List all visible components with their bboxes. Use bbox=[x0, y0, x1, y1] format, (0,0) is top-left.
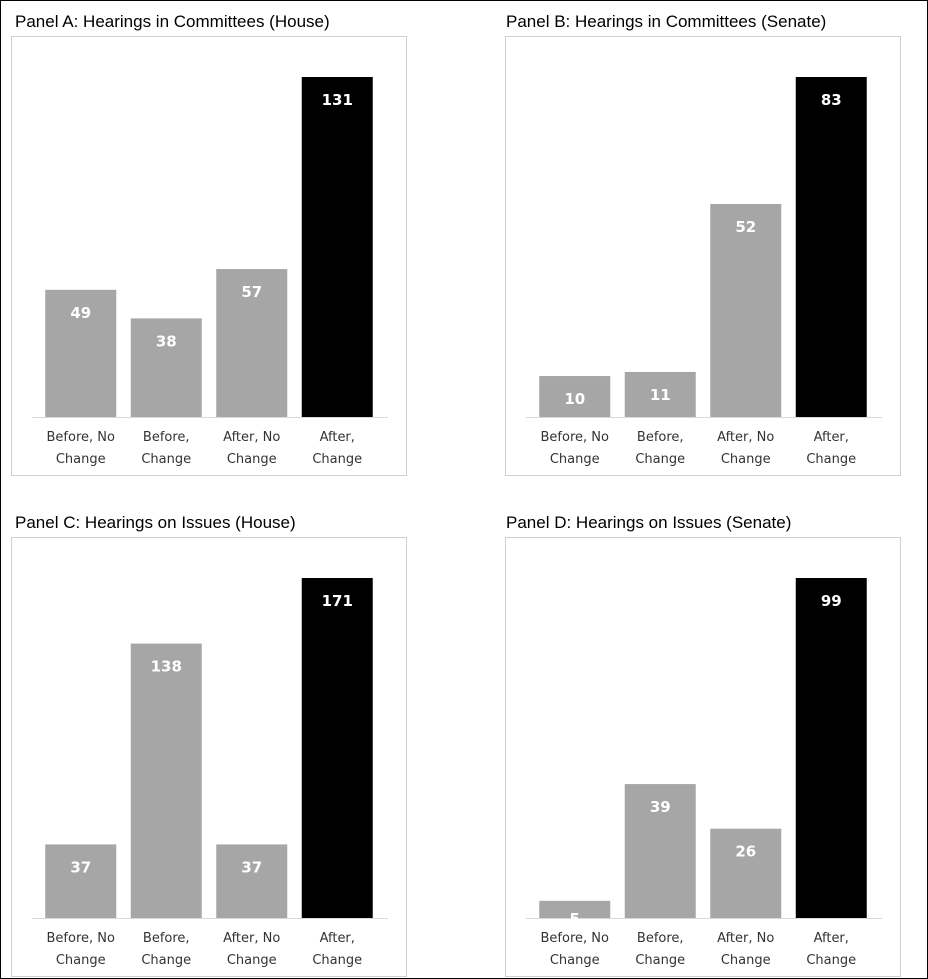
x-tick-label: Before, No bbox=[47, 430, 115, 445]
x-tick-label: Change bbox=[721, 953, 771, 968]
x-tick-label: Change bbox=[141, 953, 191, 968]
panel-a: Panel A: Hearings in Committees (House) … bbox=[11, 6, 441, 476]
panel-d: Panel D: Hearings on Issues (Senate) 5 Be… bbox=[505, 507, 928, 977]
panel-c-chart: 37 Before, No Change 138 Before, Change 37 Afte… bbox=[32, 578, 388, 968]
bar bbox=[45, 844, 117, 918]
panel-a-title: Panel A: Hearings in Committees (House) bbox=[15, 12, 330, 31]
x-tick-label: Before, bbox=[143, 931, 190, 946]
bar bbox=[130, 643, 202, 918]
x-tick-label: Change bbox=[721, 452, 771, 467]
bar bbox=[216, 844, 288, 918]
panel-b-chart: 10 Before, No Change 11 Before, Change 52 After… bbox=[526, 77, 882, 467]
x-tick-label: After, No bbox=[717, 430, 774, 445]
x-tick-label: Change bbox=[141, 452, 191, 467]
bar bbox=[539, 900, 611, 918]
bar bbox=[710, 828, 782, 918]
data-label: 171 bbox=[322, 592, 353, 610]
x-tick-label: After, bbox=[814, 931, 849, 946]
data-label: 57 bbox=[241, 283, 262, 301]
bar bbox=[45, 289, 117, 417]
x-tick-label: After, bbox=[320, 430, 355, 445]
x-tick-label: Before, No bbox=[541, 931, 609, 946]
panel-b-plot: 10 Before, No Change 11 Before, Change 52 After… bbox=[505, 36, 901, 476]
x-tick-label: Change bbox=[635, 953, 685, 968]
panel-c-title: Panel C: Hearings on Issues (House) bbox=[15, 513, 296, 532]
x-tick-label: Change bbox=[56, 452, 106, 467]
data-label: 99 bbox=[821, 592, 842, 610]
x-tick-label: After, No bbox=[223, 430, 280, 445]
data-label: 11 bbox=[650, 386, 671, 404]
data-label: 37 bbox=[70, 858, 91, 876]
x-tick-label: Change bbox=[227, 953, 277, 968]
data-label: 131 bbox=[322, 91, 353, 109]
x-tick-label: Before, No bbox=[541, 430, 609, 445]
data-label: 10 bbox=[564, 390, 585, 408]
data-label: 26 bbox=[735, 843, 756, 861]
x-tick-label: Change bbox=[635, 452, 685, 467]
bar bbox=[795, 77, 867, 417]
data-label: 138 bbox=[151, 658, 182, 676]
x-tick-label: Change bbox=[56, 953, 106, 968]
x-tick-label: After, bbox=[320, 931, 355, 946]
x-tick-label: Change bbox=[806, 452, 856, 467]
data-label: 39 bbox=[650, 798, 671, 816]
x-tick-label: Before, No bbox=[47, 931, 115, 946]
panel-d-title: Panel D: Hearings on Issues (Senate) bbox=[506, 513, 792, 532]
bar bbox=[539, 376, 611, 417]
x-tick-label: Before, bbox=[637, 931, 684, 946]
data-label: 37 bbox=[241, 858, 262, 876]
bar bbox=[624, 784, 696, 918]
panel-b-title: Panel B: Hearings in Committees (Senate) bbox=[506, 12, 827, 31]
bar bbox=[710, 203, 782, 417]
x-tick-label: Change bbox=[312, 953, 362, 968]
panel-d-chart: 5 Before, No Change 39 Before, Change 26 After,… bbox=[526, 578, 882, 968]
panel-c: Panel C: Hearings on Issues (House) 37 Be… bbox=[11, 507, 441, 977]
panel-b: Panel B: Hearings in Committees (Senate)… bbox=[505, 6, 928, 476]
bar bbox=[216, 269, 288, 417]
panel-d-plot: 5 Before, No Change 39 Before, Change 26 After,… bbox=[505, 537, 901, 977]
bar bbox=[130, 318, 202, 417]
x-tick-label: Before, bbox=[143, 430, 190, 445]
data-label: 5 bbox=[570, 910, 580, 928]
bar bbox=[624, 371, 696, 417]
panel-a-plot: 49 Before, No Change 38 Before, Change 57 After… bbox=[11, 36, 407, 476]
x-tick-label: After, bbox=[814, 430, 849, 445]
x-tick-label: Change bbox=[227, 452, 277, 467]
x-tick-label: Change bbox=[550, 452, 600, 467]
x-tick-label: Change bbox=[312, 452, 362, 467]
data-label: 49 bbox=[70, 304, 91, 322]
x-tick-label: Change bbox=[806, 953, 856, 968]
x-tick-label: After, No bbox=[717, 931, 774, 946]
bar bbox=[301, 77, 373, 417]
panel-a-chart: 49 Before, No Change 38 Before, Change 57 After… bbox=[32, 77, 388, 467]
data-label: 52 bbox=[735, 218, 756, 236]
panel-c-plot: 37 Before, No Change 138 Before, Change 37 Afte… bbox=[11, 537, 407, 977]
data-label: 83 bbox=[821, 91, 842, 109]
data-label: 38 bbox=[156, 332, 177, 350]
bar bbox=[301, 578, 373, 918]
x-tick-label: Change bbox=[550, 953, 600, 968]
x-tick-label: Before, bbox=[637, 430, 684, 445]
bar bbox=[795, 578, 867, 918]
x-tick-label: After, No bbox=[223, 931, 280, 946]
